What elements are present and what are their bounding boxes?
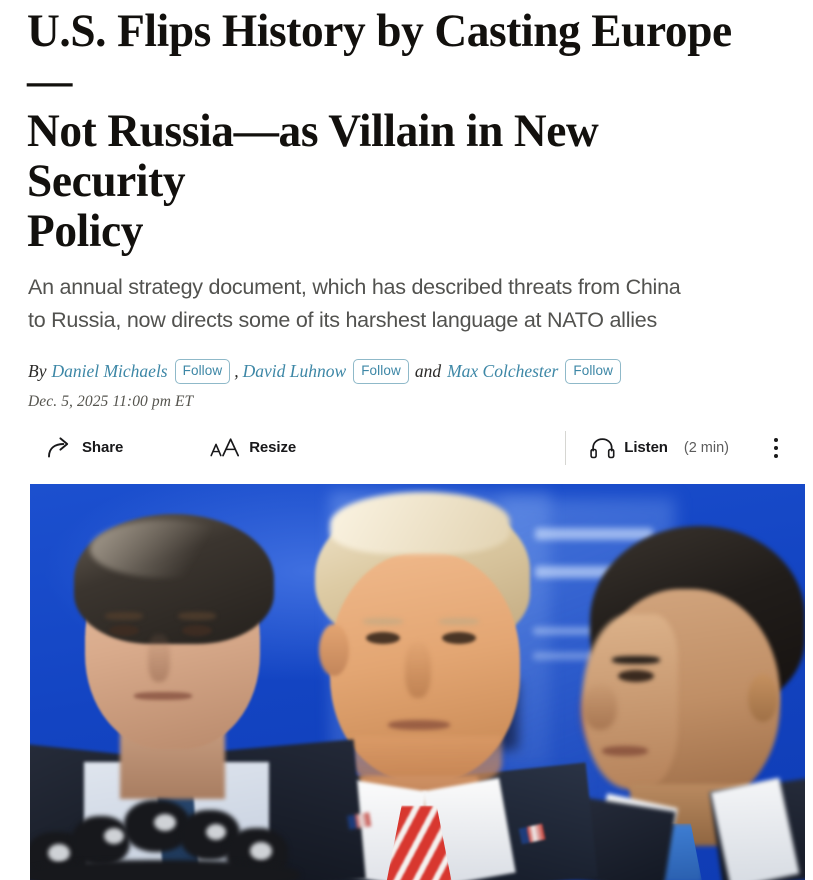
photo-backdrop-text-3 <box>533 626 603 635</box>
microphone-highlight-5 <box>250 841 272 860</box>
kebab-dot-1 <box>774 437 778 442</box>
resize-button[interactable]: Resize <box>209 436 296 459</box>
resize-label: Resize <box>249 439 297 456</box>
person-right-eye <box>618 669 654 682</box>
person-left-hair-highlight <box>90 519 240 578</box>
photo-backdrop-text-4 <box>533 651 637 660</box>
person-right-nose <box>583 683 617 730</box>
microphone-highlight-1 <box>48 843 70 862</box>
byline-by-word: By <box>28 361 47 382</box>
person-center-brow-left <box>363 617 403 625</box>
article-deck: An annual strategy document, which has d… <box>28 275 681 332</box>
page-title: U.S. Flips History by Casting Europe— No… <box>27 5 732 257</box>
person-left-mouth <box>134 691 192 700</box>
person-left-flag-pin <box>347 811 371 830</box>
share-arrow-icon <box>46 436 73 460</box>
person-center-ear <box>319 623 349 676</box>
author-link-3[interactable]: Max Colchester <box>447 361 559 382</box>
byline-separator-1: , <box>234 361 239 382</box>
text-resize-icon <box>209 436 240 459</box>
person-right-brow <box>612 655 660 664</box>
person-left-brow-right <box>178 611 216 620</box>
microphone-highlight-3 <box>154 813 176 831</box>
publish-timestamp: Dec. 5, 2025 11:00 pm ET <box>28 392 194 410</box>
byline-and-word: and <box>414 361 442 382</box>
microphone-highlight-4 <box>206 823 226 840</box>
article-toolbar: Share Resize <box>0 411 813 467</box>
person-center-eye-right <box>442 631 476 644</box>
byline-block: By Daniel Michaels Follow , David Luhnow… <box>0 337 813 411</box>
person-center-eye-left <box>366 631 400 644</box>
person-left-brow-left <box>105 611 143 620</box>
person-center-brow-right <box>439 617 479 625</box>
hero-image-wrap <box>0 467 813 880</box>
person-center-hair-swoop <box>330 491 510 554</box>
hero-image <box>30 483 805 880</box>
byline: By Daniel Michaels Follow , David Luhnow… <box>28 359 785 384</box>
person-center-nose <box>405 641 431 698</box>
follow-button-1[interactable]: Follow <box>174 359 231 384</box>
microphone-cluster <box>30 784 310 880</box>
headphones-icon <box>590 436 615 460</box>
listen-button[interactable]: Listen (2 min) <box>590 436 729 460</box>
share-label: Share <box>82 439 124 456</box>
kebab-dot-3 <box>774 453 778 458</box>
microphone-highlight-2 <box>104 827 124 844</box>
kebab-dot-2 <box>774 445 778 450</box>
listen-duration: (2 min) <box>683 439 729 456</box>
toolbar-divider <box>565 430 567 465</box>
person-center-mouth <box>388 719 450 730</box>
follow-button-3[interactable]: Follow <box>565 359 621 384</box>
person-left-eye-right <box>182 624 212 636</box>
photo-backdrop-text-1 <box>535 527 653 540</box>
share-button[interactable]: Share <box>46 436 123 460</box>
author-link-1[interactable]: Daniel Michaels <box>51 361 168 382</box>
person-right-ear <box>748 673 778 722</box>
kebab-menu-icon[interactable] <box>763 431 789 465</box>
listen-label: Listen <box>624 439 668 456</box>
author-link-2[interactable]: David Luhnow <box>242 361 347 382</box>
follow-button-2[interactable]: Follow <box>353 359 409 384</box>
person-left-eye-left <box>109 624 139 636</box>
person-right-mouth <box>602 745 648 756</box>
person-left-nose <box>148 633 170 682</box>
